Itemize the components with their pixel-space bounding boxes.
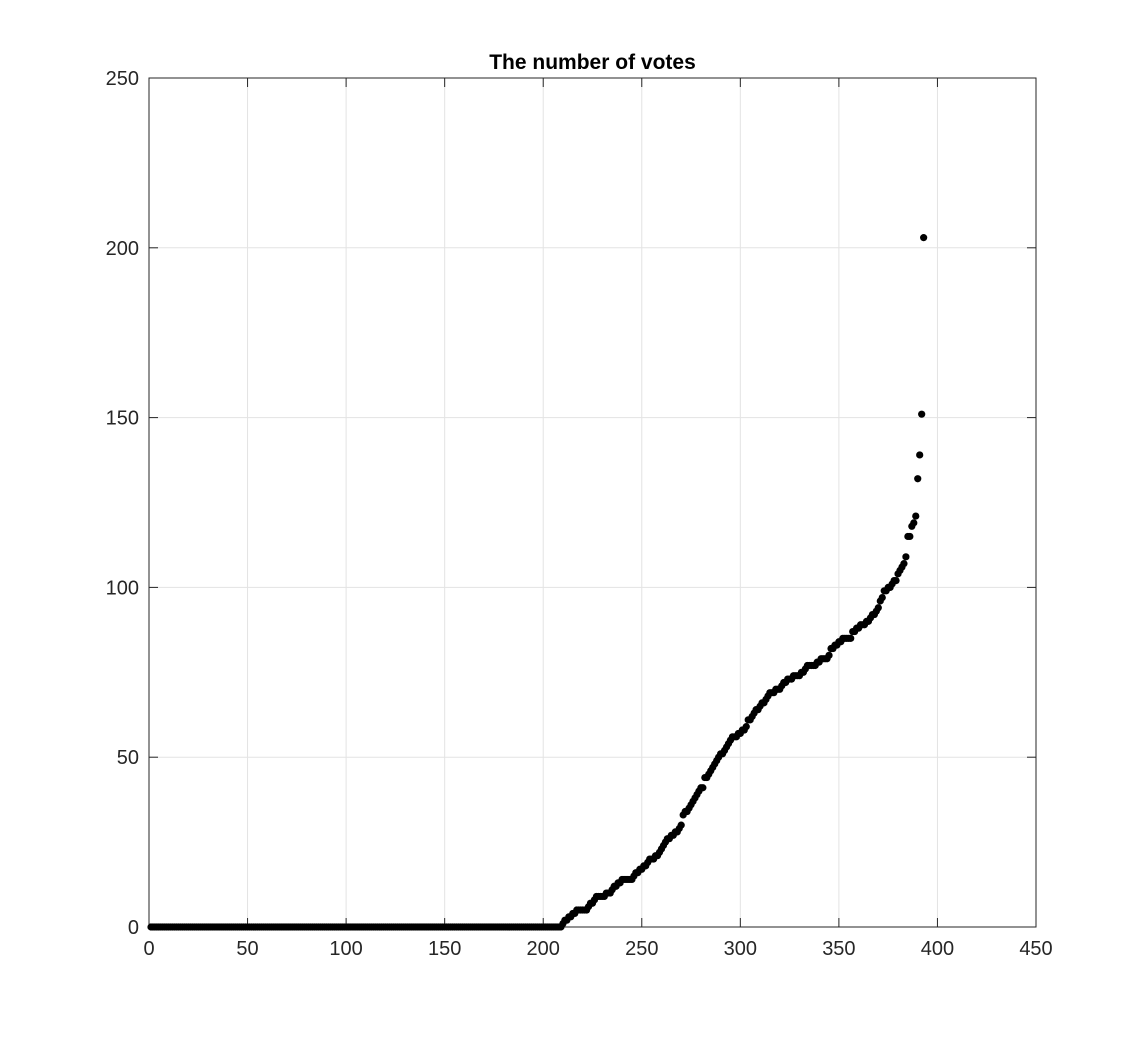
- x-tick-label: 200: [527, 938, 560, 960]
- plot-area-frame: [148, 77, 1037, 928]
- data-point: [847, 634, 855, 642]
- tick-labels: 0 50 100 150 200 250 300 350 400 450 0 50 100 150 200 2…: [106, 68, 1053, 960]
- data-point: [878, 593, 886, 602]
- x-tick-label: 50: [236, 938, 258, 960]
- grid-lines: [149, 78, 1036, 927]
- y-tick-label: 200: [106, 238, 139, 260]
- data-point: [902, 553, 910, 561]
- data-point: [912, 512, 920, 520]
- x-tick-label: 150: [428, 938, 461, 960]
- data-points: [147, 234, 928, 931]
- data-point: [742, 723, 750, 731]
- x-tick-label: 250: [625, 938, 658, 960]
- axis-ticks: [148, 77, 1037, 928]
- data-point: [918, 410, 926, 418]
- data-point: [825, 651, 833, 659]
- data-point: [920, 234, 928, 242]
- x-tick-label: 300: [724, 938, 757, 960]
- data-point: [906, 532, 914, 541]
- x-tick-label: 400: [921, 938, 954, 960]
- y-tick-label: 150: [106, 408, 139, 430]
- y-tick-label: 0: [128, 917, 139, 939]
- data-point: [699, 784, 707, 792]
- x-tick-label: 450: [1019, 938, 1052, 960]
- y-tick-label: 50: [117, 747, 139, 769]
- data-point: [677, 821, 685, 829]
- data-point: [916, 451, 924, 459]
- data-point: [874, 604, 882, 612]
- data-point: [914, 475, 922, 483]
- y-tick-label: 250: [106, 68, 139, 90]
- x-tick-label: 100: [329, 938, 362, 960]
- x-tick-label: 0: [143, 938, 154, 960]
- data-point: [892, 577, 900, 585]
- data-point: [910, 519, 918, 527]
- y-tick-label: 100: [106, 577, 139, 599]
- x-tick-label: 350: [822, 938, 855, 960]
- chart-title: The number of votes: [489, 51, 696, 74]
- data-point: [900, 560, 908, 568]
